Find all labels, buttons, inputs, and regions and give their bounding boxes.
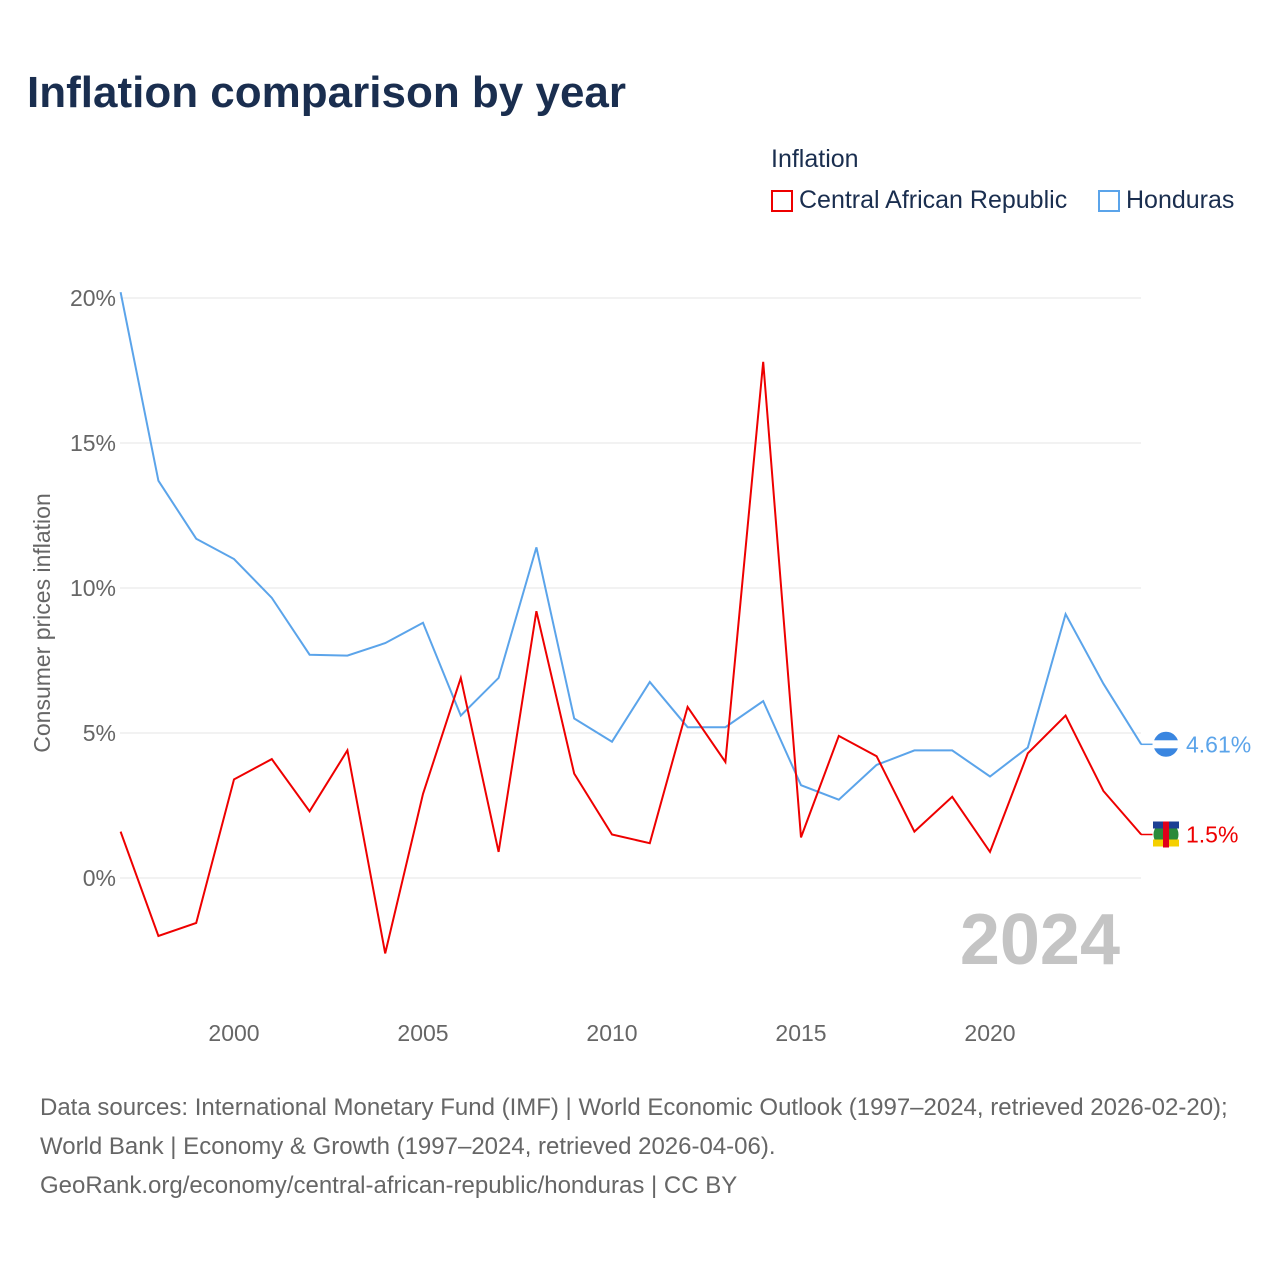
legend-item-honduras[interactable]: Honduras	[1098, 186, 1234, 215]
legend-swatch	[1098, 189, 1120, 212]
series-line-honduras	[119, 292, 1143, 801]
y-tick-label: 10%	[70, 575, 116, 601]
year-watermark: 2024	[960, 900, 1120, 980]
x-tick-label: 2010	[586, 1020, 637, 1046]
x-tick-label: 2000	[208, 1020, 259, 1046]
legend-item-car[interactable]: Central African Republic	[771, 186, 1067, 215]
legend-swatch	[771, 189, 793, 212]
x-tick-label: 2015	[775, 1020, 826, 1046]
y-tick-label: 15%	[70, 430, 116, 456]
source-note: Data sources: International Monetary Fun…	[40, 1088, 1250, 1205]
flag-stripe	[1153, 740, 1179, 749]
x-tick-label: 2020	[964, 1020, 1015, 1046]
y-axis-label: Consumer prices inflation	[29, 493, 55, 753]
chart-title: Inflation comparison by year	[27, 68, 627, 117]
y-tick-label: 0%	[83, 865, 116, 891]
series-line-central-african-republic	[119, 361, 1142, 954]
flag-stripe	[1163, 821, 1169, 848]
legend-title: Inflation	[771, 145, 859, 173]
y-tick-label: 5%	[83, 720, 116, 746]
source-line-2[interactable]: GeoRank.org/economy/central-african-repu…	[40, 1172, 738, 1199]
end-value-label: 4.61%	[1186, 731, 1251, 757]
source-line-1: Data sources: International Monetary Fun…	[40, 1094, 1228, 1160]
end-value-label: 1.5%	[1186, 822, 1238, 848]
y-tick-label: 20%	[70, 285, 116, 311]
x-tick-label: 2005	[397, 1020, 448, 1046]
legend-label: Central African Republic	[799, 186, 1068, 214]
legend-label: Honduras	[1126, 186, 1235, 214]
